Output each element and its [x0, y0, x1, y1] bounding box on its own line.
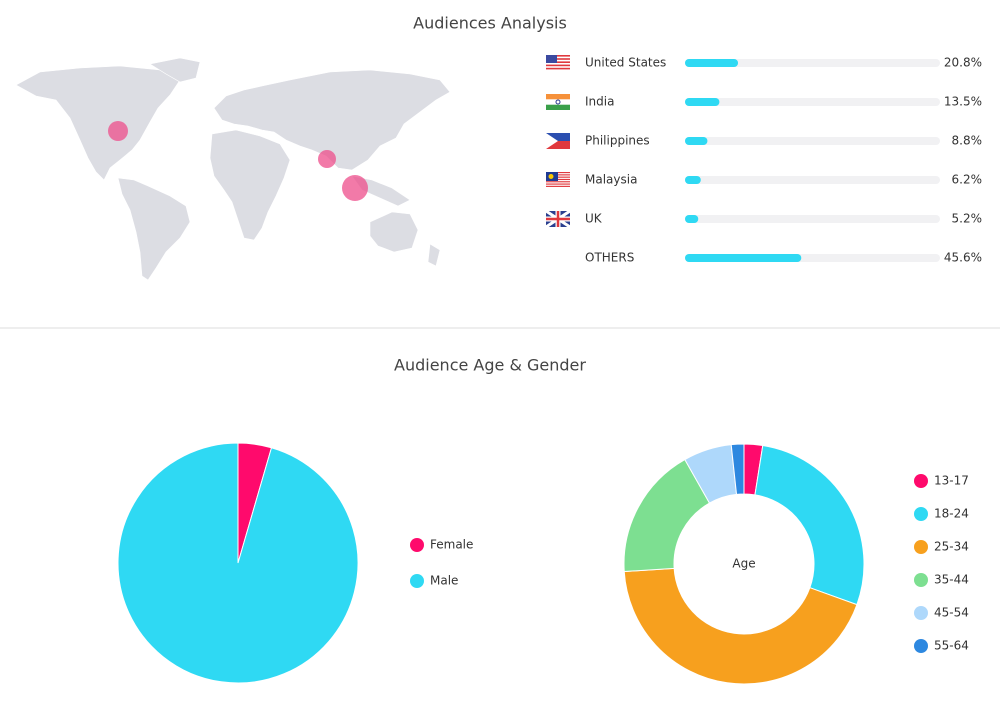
legend-label: Male — [430, 574, 458, 588]
bar-track — [685, 59, 940, 67]
value-label: 5.2% — [952, 212, 983, 226]
country-name: Philippines — [585, 134, 650, 148]
us-bubble — [108, 121, 128, 141]
slice — [730, 443, 745, 495]
legend-label: 55-64 — [934, 639, 969, 653]
sea-bubble — [342, 175, 368, 201]
flag-stripe — [546, 55, 570, 57]
map-bubbles — [108, 121, 368, 201]
legend-swatch — [914, 507, 928, 521]
country-name: OTHERS — [585, 251, 634, 265]
legend-label: 13-17 — [934, 474, 969, 488]
slice — [754, 444, 865, 606]
section-title: Audiences Analysis — [413, 14, 567, 33]
flag-stripe — [546, 183, 570, 185]
legend-label: 25-34 — [934, 540, 969, 554]
value-label: 20.8% — [944, 56, 982, 70]
value-label: 8.8% — [952, 134, 983, 148]
india-bubble — [318, 150, 336, 168]
country-flag — [546, 172, 570, 187]
flag-wheel — [555, 99, 561, 105]
legend-label: Female — [430, 538, 473, 552]
legend-label: 35-44 — [934, 573, 969, 587]
country-flag — [545, 209, 571, 229]
flag-stripe — [546, 61, 570, 63]
flag-stripe — [546, 64, 570, 67]
flag-band — [546, 104, 570, 110]
legend-swatch — [914, 606, 928, 620]
bar — [685, 137, 708, 145]
country-name: Malaysia — [585, 173, 637, 187]
donut-center-label: Age — [732, 557, 755, 571]
country-flag — [546, 55, 570, 70]
world-map — [15, 57, 451, 281]
legend-label: 45-54 — [934, 606, 969, 620]
flag-stripe — [546, 181, 570, 183]
slice — [623, 567, 858, 685]
country-name: UK — [585, 212, 603, 226]
flag-stripe — [546, 67, 570, 70]
bar — [685, 215, 699, 223]
country-name: United States — [585, 56, 666, 70]
value-label: 6.2% — [952, 173, 983, 187]
bar — [685, 254, 802, 262]
flag-moon — [548, 174, 554, 179]
bar — [685, 176, 701, 184]
flag-stripe — [546, 58, 570, 60]
value-label: 45.6% — [944, 251, 982, 265]
country-name: India — [585, 95, 614, 109]
legend-label: 18-24 — [934, 507, 969, 521]
legend-swatch — [914, 474, 928, 488]
legend-swatch — [410, 574, 424, 588]
flag-cross — [546, 211, 570, 227]
bar-track — [685, 176, 940, 184]
section-title: Audience Age & Gender — [394, 356, 586, 375]
legend-swatch — [914, 540, 928, 554]
bar — [685, 59, 739, 67]
bar-track — [685, 215, 940, 223]
legend-swatch — [914, 639, 928, 653]
flag-canton — [546, 55, 557, 63]
country-flag — [546, 133, 570, 149]
legend-swatch — [410, 538, 424, 552]
value-label: 13.5% — [944, 95, 982, 109]
flag-stripe — [546, 185, 570, 187]
bar-track — [685, 137, 940, 145]
bar — [685, 98, 720, 106]
slice — [117, 442, 359, 684]
flag-band — [546, 141, 570, 149]
country-flag — [546, 94, 570, 110]
flag-band — [546, 133, 570, 141]
flag-band — [546, 94, 570, 100]
flag-triangle — [546, 133, 558, 149]
legend-swatch — [914, 573, 928, 587]
bar-track — [685, 98, 940, 106]
